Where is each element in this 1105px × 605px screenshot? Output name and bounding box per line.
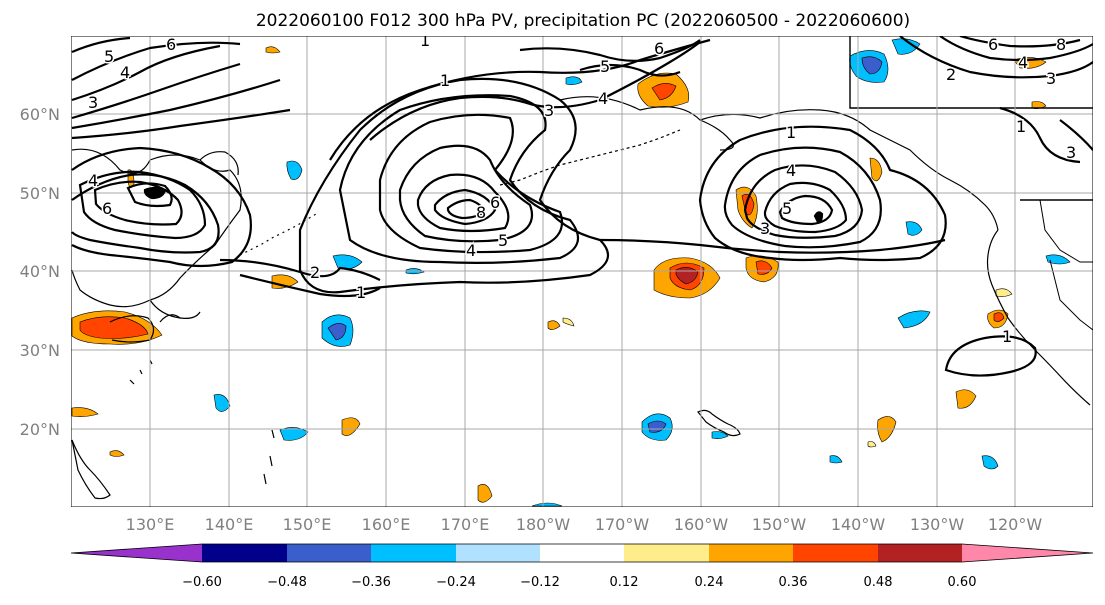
contour-label: 2 bbox=[310, 263, 320, 282]
lon-label: 170°E bbox=[441, 515, 490, 534]
contour-label: 6 bbox=[490, 193, 500, 212]
lon-label: 130°W bbox=[910, 515, 965, 534]
contour-label: 2 bbox=[946, 65, 956, 84]
contour-labels: 5 4 3 6 4 6 1 1 3 4 5 6 8 6 4 5 2 1 1 4 … bbox=[87, 31, 1078, 348]
lon-label: 180°W bbox=[516, 515, 571, 534]
colorbar-tick-label: 0.36 bbox=[779, 575, 808, 590]
contour-label: 8 bbox=[1056, 35, 1066, 54]
contour-label: 1 bbox=[1002, 327, 1012, 346]
lon-label: 140°E bbox=[205, 515, 254, 534]
colorbar-tick-labels: −0.60 −0.48 −0.36 −0.24 −0.12 0.12 0.24 … bbox=[182, 575, 976, 590]
colorbar-swatch bbox=[793, 544, 878, 562]
lon-label: 150°W bbox=[752, 515, 807, 534]
contour-label: 4 bbox=[598, 89, 608, 108]
figure-title: 2022060100 F012 300 hPa PV, precipitatio… bbox=[256, 11, 910, 31]
colorbar: −0.60 −0.48 −0.36 −0.24 −0.12 0.12 0.24 … bbox=[70, 543, 1094, 590]
contour-label: 6 bbox=[102, 199, 112, 218]
lat-label: 60°N bbox=[20, 105, 60, 124]
contour-label: 6 bbox=[166, 35, 176, 54]
lat-label: 20°N bbox=[20, 420, 60, 439]
colorbar-swatch bbox=[287, 544, 371, 562]
colorbar-tick-label: −0.48 bbox=[267, 575, 307, 590]
contour-label: 4 bbox=[1018, 53, 1028, 72]
colorbar-tick-label: −0.24 bbox=[436, 575, 476, 590]
colorbar-tick-label: −0.60 bbox=[182, 575, 222, 590]
colorbar-swatch bbox=[624, 544, 709, 562]
lat-label: 40°N bbox=[20, 262, 60, 281]
contour-label: 4 bbox=[120, 63, 130, 82]
contour-label: 3 bbox=[88, 93, 98, 112]
colorbar-swatch bbox=[540, 544, 624, 562]
contour-label: 5 bbox=[600, 57, 610, 76]
colorbar-tick-label: 0.60 bbox=[948, 575, 977, 590]
contour-label: 4 bbox=[88, 171, 98, 190]
contour-label: 5 bbox=[782, 199, 792, 218]
colorbar-tick-label: 0.24 bbox=[695, 575, 724, 590]
lon-label: 130°E bbox=[126, 515, 175, 534]
longitude-labels: 130°E 140°E 150°E 160°E 170°E 180°W 170°… bbox=[126, 515, 1043, 534]
colorbar-swatch bbox=[202, 544, 287, 562]
colorbar-swatch bbox=[371, 544, 456, 562]
pv-contours bbox=[71, 36, 1093, 377]
colorbar-outline bbox=[70, 543, 1094, 563]
colorbar-extend-max bbox=[962, 544, 1093, 562]
contour-label: 5 bbox=[104, 47, 114, 66]
lon-label: 170°W bbox=[595, 515, 650, 534]
lon-label: 160°W bbox=[674, 515, 729, 534]
colorbar-swatch bbox=[709, 544, 793, 562]
contour-label: 3 bbox=[1066, 143, 1076, 162]
contour-label: 3 bbox=[544, 101, 554, 120]
lon-label: 120°W bbox=[988, 515, 1043, 534]
colorbar-tick-label: −0.36 bbox=[351, 575, 391, 590]
contour-label: 1 bbox=[786, 123, 796, 142]
contour-label: 1 bbox=[356, 283, 366, 302]
contour-label: 1 bbox=[420, 31, 430, 50]
contour-label: 6 bbox=[988, 35, 998, 54]
colorbar-tick-label: −0.12 bbox=[520, 575, 560, 590]
lat-label: 30°N bbox=[20, 341, 60, 360]
colorbar-extend-min bbox=[71, 544, 202, 562]
contour-label: 1 bbox=[1016, 117, 1026, 136]
contour-label: 8 bbox=[476, 203, 486, 222]
colorbar-swatch bbox=[878, 544, 962, 562]
lon-label: 150°E bbox=[283, 515, 332, 534]
colorbar-tick-label: 0.48 bbox=[864, 575, 893, 590]
colorbar-segments bbox=[70, 543, 1094, 563]
contour-label: 4 bbox=[786, 161, 796, 180]
contour-label: 6 bbox=[654, 39, 664, 58]
contour-label: 1 bbox=[440, 71, 450, 90]
contour-label: 3 bbox=[1046, 69, 1056, 88]
contour-label: 3 bbox=[760, 219, 770, 238]
coastlines bbox=[71, 36, 1093, 500]
lon-label: 140°W bbox=[831, 515, 886, 534]
contour-label: 4 bbox=[466, 241, 476, 260]
lon-label: 160°E bbox=[362, 515, 411, 534]
lat-label: 50°N bbox=[20, 184, 60, 203]
contour-label: 5 bbox=[498, 231, 508, 250]
latitude-labels: 60°N 50°N 40°N 30°N 20°N bbox=[20, 105, 60, 439]
colorbar-tick-label: 0.12 bbox=[610, 575, 639, 590]
map-panel: 5 4 3 6 4 6 1 1 3 4 5 6 8 6 4 5 2 1 1 4 … bbox=[71, 31, 1093, 507]
graticule bbox=[71, 36, 1093, 507]
colorbar-swatch bbox=[456, 544, 540, 562]
